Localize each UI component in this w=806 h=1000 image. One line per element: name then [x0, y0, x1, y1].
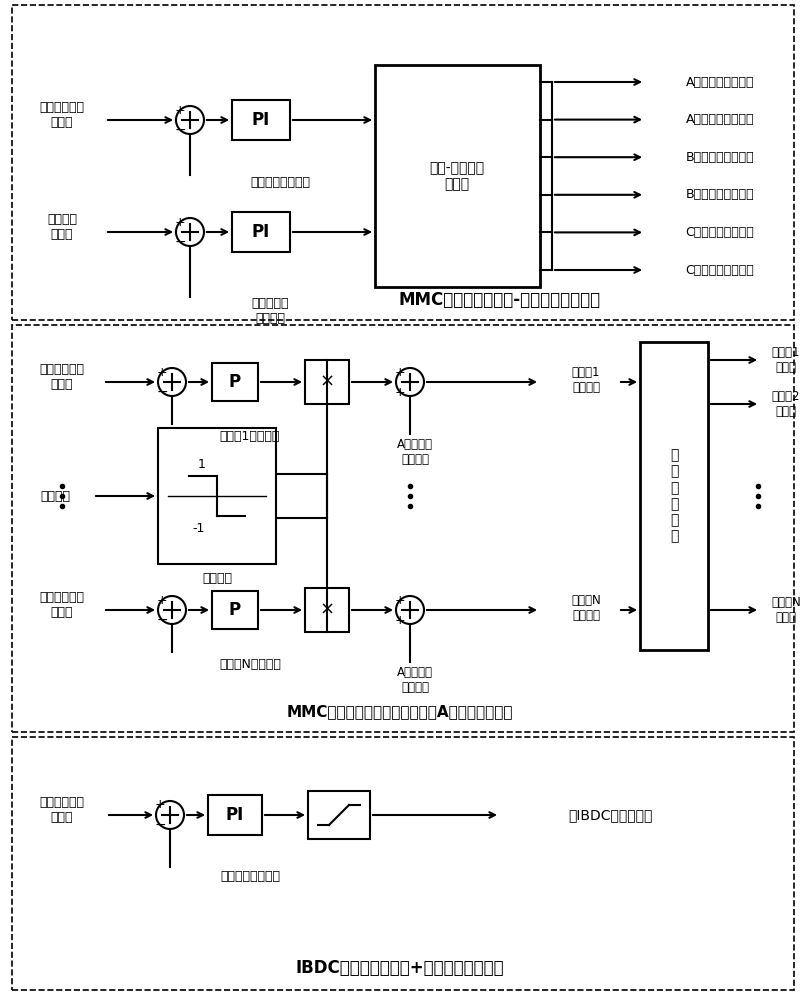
- Text: PI: PI: [226, 806, 244, 824]
- Text: MMC侧电容电压平衡控制策略（A相上桥臂为例）: MMC侧电容电压平衡控制策略（A相上桥臂为例）: [287, 704, 513, 720]
- Text: 子模块1
占空比: 子模块1 占空比: [772, 346, 800, 374]
- Text: +: +: [156, 593, 168, 606]
- Bar: [305, 360, 349, 404]
- Text: 子模块N
参考电压: 子模块N 参考电压: [571, 594, 601, 622]
- Text: A相上桥臂
参考电压: A相上桥臂 参考电压: [397, 666, 433, 694]
- Text: 1: 1: [198, 458, 206, 471]
- Text: 各IBDC模块占空比: 各IBDC模块占空比: [567, 808, 652, 822]
- Text: ×: ×: [319, 601, 334, 619]
- Text: A相上桥臂参考电压: A相上桥臂参考电压: [686, 76, 754, 89]
- Text: B相下桥臂参考电压: B相下桥臂参考电压: [686, 188, 754, 201]
- Text: MMC侧中压直流电压-无功功率控制策略: MMC侧中压直流电压-无功功率控制策略: [399, 291, 601, 309]
- Bar: [375, 65, 540, 287]
- Text: +: +: [175, 216, 185, 229]
- Text: 有功-无功电流
控制环: 有功-无功电流 控制环: [430, 161, 484, 191]
- Text: +: +: [175, 104, 185, 116]
- Bar: [12, 5, 794, 320]
- Text: 子模块平均电
容电压: 子模块平均电 容电压: [39, 591, 85, 619]
- Text: C相上桥臂参考电压: C相上桥臂参考电压: [686, 226, 754, 239]
- Text: 符号函数: 符号函数: [202, 572, 232, 584]
- Text: +: +: [395, 593, 405, 606]
- Text: -1: -1: [193, 522, 206, 534]
- Text: +: +: [155, 798, 165, 812]
- Text: 子模块平均电
容电压: 子模块平均电 容电压: [39, 363, 85, 391]
- Text: +: +: [156, 365, 168, 378]
- Text: −: −: [156, 385, 168, 399]
- Text: A相下桥臂参考电压: A相下桥臂参考电压: [686, 113, 754, 126]
- Text: A相上桥臂
参考电压: A相上桥臂 参考电压: [397, 438, 433, 466]
- Text: 低压直流母线电压: 低压直流母线电压: [220, 870, 280, 884]
- Text: 桥臂电流: 桥臂电流: [40, 489, 70, 502]
- Text: 子模块N
占空比: 子模块N 占空比: [771, 596, 801, 624]
- Text: −: −: [174, 235, 186, 249]
- Text: +: +: [395, 365, 405, 378]
- Text: B相上桥臂参考电压: B相上桥臂参考电压: [686, 151, 754, 164]
- Text: PI: PI: [251, 223, 270, 241]
- Bar: [158, 428, 276, 564]
- Bar: [308, 791, 370, 839]
- Text: 中压直流电压
参考值: 中压直流电压 参考值: [39, 101, 85, 129]
- Text: 中压直流母线电压: 中压直流母线电压: [250, 176, 310, 190]
- Text: IBDC侧低压直流电压+共占空比控制策略: IBDC侧低压直流电压+共占空比控制策略: [296, 959, 505, 977]
- Bar: [208, 795, 262, 835]
- Text: PI: PI: [251, 111, 270, 129]
- Text: C相下桥臂参考电压: C相下桥臂参考电压: [686, 263, 754, 276]
- Bar: [640, 342, 708, 650]
- Text: P: P: [229, 373, 241, 391]
- Text: 中压交流侧
无功功率: 中压交流侧 无功功率: [251, 297, 289, 325]
- Text: −: −: [174, 123, 186, 137]
- Text: ×: ×: [319, 373, 334, 391]
- Text: 子模块N电容电压: 子模块N电容电压: [219, 658, 281, 672]
- Bar: [12, 737, 794, 990]
- Text: 子模块1
参考电压: 子模块1 参考电压: [571, 366, 600, 394]
- Text: −: −: [154, 818, 166, 832]
- Text: −: −: [156, 613, 168, 627]
- Bar: [232, 212, 290, 252]
- Bar: [212, 363, 258, 401]
- Text: 子模块1电容电压: 子模块1电容电压: [220, 430, 280, 444]
- Bar: [12, 325, 794, 732]
- Bar: [305, 588, 349, 632]
- Bar: [212, 591, 258, 629]
- Text: 无功功率
参考值: 无功功率 参考值: [47, 213, 77, 241]
- Text: +: +: [395, 613, 405, 626]
- Text: P: P: [229, 601, 241, 619]
- Text: 低压直流电压
参考值: 低压直流电压 参考值: [39, 796, 85, 824]
- Text: 载
波
移
相
调
制: 载 波 移 相 调 制: [670, 448, 678, 544]
- Bar: [232, 100, 290, 140]
- Text: 子模块2
占空比: 子模块2 占空比: [772, 390, 800, 418]
- Text: +: +: [395, 385, 405, 398]
